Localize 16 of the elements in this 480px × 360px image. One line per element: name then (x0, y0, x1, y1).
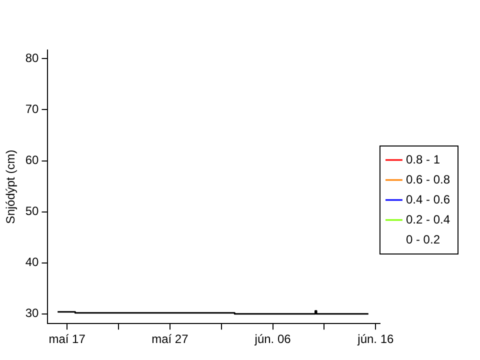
y-tick-label: 60 (25, 153, 40, 168)
y-tick-label: 80 (25, 50, 40, 65)
legend-label: 0.8 - 1 (406, 152, 440, 166)
y-tick-label: 50 (25, 204, 40, 218)
y-axis-title: Snjódýpt (cm) (4, 150, 18, 224)
x-tick-label: jún. 06 (254, 332, 292, 346)
legend-label: 0.6 - 0.8 (406, 172, 450, 186)
legend-label: 0.2 - 0.4 (406, 212, 450, 226)
y-tick-label: 70 (25, 102, 40, 116)
x-tick-label: jún. 16 (356, 332, 394, 346)
x-tick-label: maí 17 (48, 332, 86, 346)
legend-label: 0.4 - 0.6 (406, 192, 450, 206)
x-tick-label: maí 27 (152, 332, 189, 346)
text: 0 - 0.2 (406, 232, 440, 246)
y-tick-label: 30 (25, 306, 40, 320)
y-tick-label: 40 (25, 255, 40, 270)
